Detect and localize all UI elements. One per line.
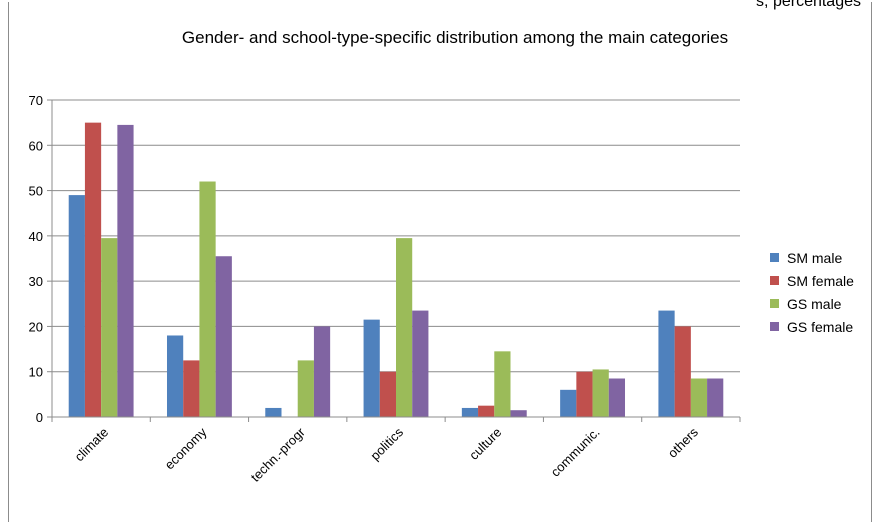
y-tick-label: 10	[29, 365, 43, 380]
bar-culture-gs-female	[510, 410, 527, 417]
bar-culture-sm-male	[461, 407, 479, 417]
y-tick-label: 30	[29, 274, 43, 289]
legend-item: SM female	[770, 269, 854, 292]
bar-politics-sm-female	[379, 371, 396, 417]
legend-swatch	[770, 276, 779, 285]
x-tick-label: communic.	[548, 425, 603, 480]
bar-techn.-progr-sm-male	[265, 407, 282, 417]
bar-techn.-progr-gs-male	[297, 360, 314, 417]
legend-label: GS female	[787, 318, 854, 335]
legend-swatch	[770, 299, 779, 308]
x-tick-label: politics	[367, 424, 406, 463]
chart-title: Gender- and school-type-specific distrib…	[181, 28, 729, 47]
bar-others-sm-female	[674, 326, 691, 417]
x-tick-label: economy	[162, 424, 210, 472]
bar-economy-gs-male	[199, 181, 216, 417]
legend-label: SM male	[787, 249, 843, 266]
bar-politics-sm-male	[363, 319, 380, 417]
bar-culture-gs-male	[494, 351, 511, 417]
legend-label: SM female	[787, 272, 854, 289]
cut-off-caption: s, percentages	[756, 0, 861, 10]
legend-item: SM male	[770, 246, 854, 269]
x-tick-label: culture	[466, 425, 504, 463]
bar-economy-sm-male	[166, 335, 184, 417]
bar-economy-gs-female	[215, 256, 232, 417]
legend-label: GS male	[787, 295, 842, 312]
x-tick-label: others	[665, 424, 702, 461]
y-tick-label: 60	[29, 138, 43, 153]
y-tick-label: 50	[29, 184, 43, 199]
bar-others-sm-male	[658, 310, 675, 417]
bar-culture-sm-female	[478, 405, 495, 417]
chart-frame: s, percentages	[8, 0, 872, 522]
bar-climate-sm-male	[68, 195, 85, 417]
bar-climate-gs-male	[101, 238, 118, 417]
legend-swatch	[770, 322, 779, 331]
bar-communic.-sm-male	[560, 389, 577, 417]
legend-item: GS female	[770, 315, 854, 338]
x-tick-label: techn.-progr	[248, 424, 309, 485]
y-tick-label: 40	[29, 229, 43, 244]
bar-others-gs-male	[690, 378, 708, 417]
bar-communic.-gs-female	[608, 378, 626, 417]
bar-communic.-sm-female	[576, 371, 593, 417]
bar-techn.-progr-gs-female	[313, 326, 331, 417]
legend-swatch	[770, 253, 779, 262]
bar-climate-gs-female	[117, 124, 134, 418]
bar-politics-gs-female	[412, 310, 429, 417]
bar-communic.-gs-male	[592, 369, 609, 417]
bar-politics-gs-male	[396, 238, 413, 417]
y-tick-label: 0	[36, 410, 43, 425]
y-tick-label: 70	[29, 93, 43, 108]
legend-item: GS male	[770, 292, 854, 315]
bar-economy-sm-female	[183, 360, 200, 417]
bar-others-gs-female	[707, 378, 724, 417]
y-tick-label: 20	[29, 319, 43, 334]
x-tick-label: climate	[72, 425, 112, 465]
bar-climate-sm-female	[84, 122, 102, 418]
legend: SM male SM female GS male GS female	[770, 246, 854, 338]
